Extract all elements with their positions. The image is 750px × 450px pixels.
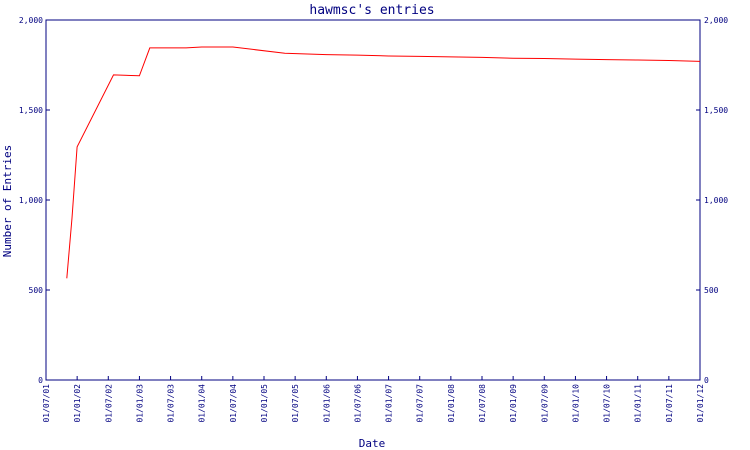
x-tick-label: 01/01/09 [509, 384, 518, 423]
x-tick-label: 01/01/07 [385, 384, 394, 423]
y-tick-label-left: 500 [29, 286, 44, 295]
x-axis-label: Date [359, 437, 386, 450]
x-tick-label: 01/01/11 [634, 384, 643, 423]
x-tick-label: 01/01/04 [198, 384, 207, 423]
x-tick-label: 01/07/03 [167, 384, 176, 423]
y-tick-label-right: 0 [704, 376, 709, 385]
x-tick-label: 01/07/10 [603, 384, 612, 423]
x-tick-label: 01/07/04 [229, 384, 238, 423]
y-tick-label-left: 1,500 [19, 106, 43, 115]
x-tick-label: 01/01/03 [135, 384, 144, 423]
entries-series-line [66, 46, 701, 279]
x-tick-label: 01/01/06 [322, 384, 331, 423]
y-axis-label: Number of Entries [1, 145, 14, 258]
x-tick-label: 01/07/01 [42, 384, 51, 423]
x-tick-label: 01/07/06 [353, 384, 362, 423]
y-tick-label-left: 1,000 [19, 196, 43, 205]
y-tick-label-left: 0 [38, 376, 43, 385]
x-tick-label: 01/07/05 [291, 384, 300, 423]
x-tick-label: 01/07/02 [104, 384, 113, 423]
y-tick-label-right: 1,500 [704, 106, 728, 115]
x-tick-label: 01/01/02 [73, 384, 82, 423]
y-tick-label-right: 1,000 [704, 196, 728, 205]
y-tick-label-right: 500 [704, 286, 719, 295]
y-tick-label-left: 2,000 [19, 16, 43, 25]
plot-frame [45, 19, 701, 381]
chart-title: hawmsc's entries [309, 3, 434, 18]
y-tick-label-right: 2,000 [704, 16, 728, 25]
x-tick-label: 01/07/11 [665, 384, 674, 423]
x-tick-label: 01/01/05 [260, 384, 269, 423]
x-tick-label: 01/01/10 [571, 384, 580, 423]
x-tick-label: 01/07/09 [540, 384, 549, 423]
x-tick-label: 01/01/12 [696, 384, 705, 423]
x-tick-label: 01/07/08 [478, 384, 487, 423]
x-tick-label: 01/01/08 [447, 384, 456, 423]
x-tick-label: 01/07/07 [416, 384, 425, 423]
